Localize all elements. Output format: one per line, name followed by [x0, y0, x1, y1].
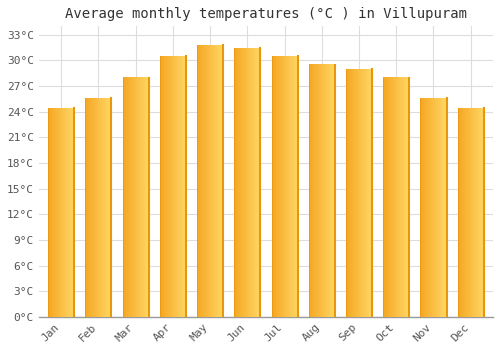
Title: Average monthly temperatures (°C ) in Villupuram: Average monthly temperatures (°C ) in Vi…	[65, 7, 467, 21]
